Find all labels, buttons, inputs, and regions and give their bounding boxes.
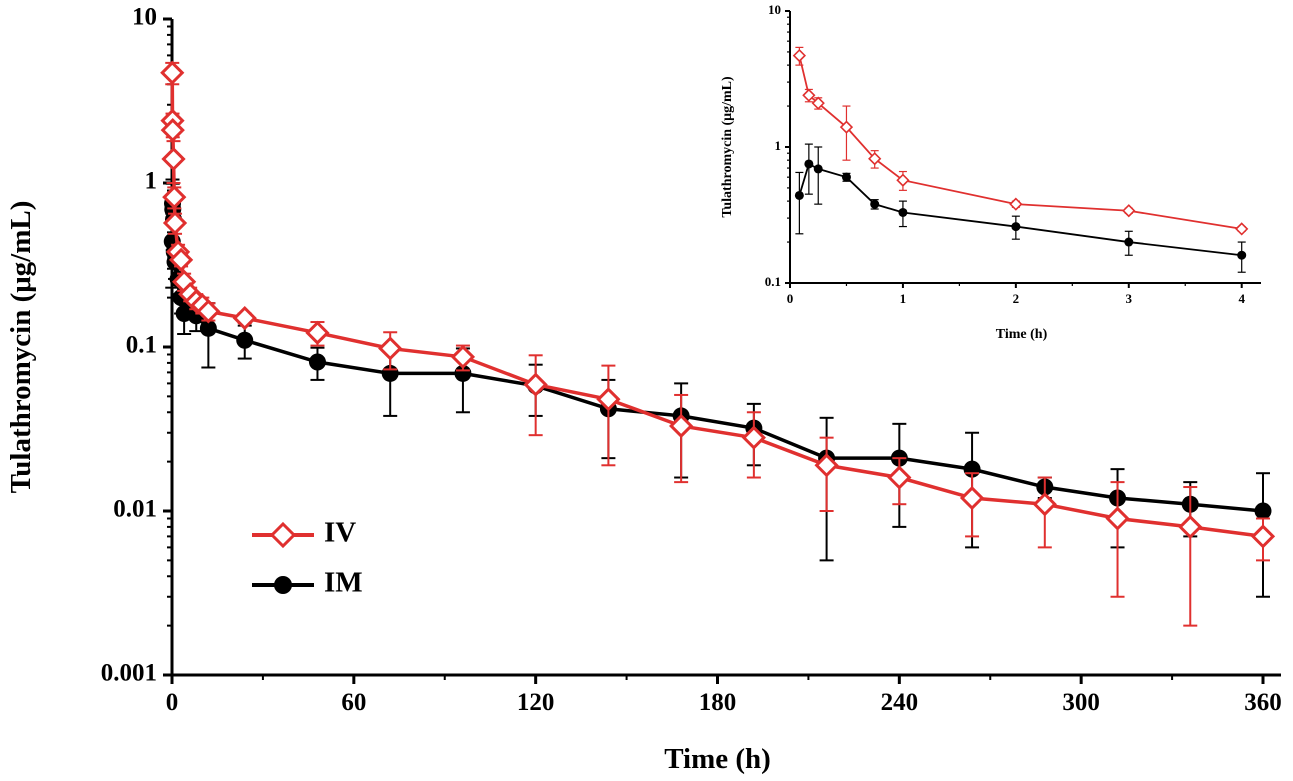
legend-label-im: IM [324,567,363,599]
data-point-im [898,207,908,217]
data-point-iv [868,152,882,166]
data-point-iv [811,96,825,110]
x-tick-label: 360 [1244,689,1282,716]
data-point-iv [196,299,221,324]
x-tick-label: 1 [900,291,907,306]
x-tick-label: 0 [787,291,794,306]
data-point-iv [162,210,188,236]
data-point-iv [523,372,548,397]
data-point-im [1254,502,1272,520]
legend-marker-im [274,576,292,594]
data-point-iv [161,146,186,172]
y-tick-label: 0.1 [126,332,157,359]
legend: IV IM [252,517,363,599]
data-point-iv [305,320,330,345]
series-im [794,143,1247,273]
series-line-im [170,203,1264,513]
y-tick-label: 1 [775,138,782,153]
x-tick-label: 180 [699,689,737,716]
x-tick-label: 4 [1238,291,1245,306]
data-point-iv [896,173,910,187]
data-point-iv [814,453,839,478]
y-tick-label: 0.001 [101,660,157,687]
series-iv [160,60,1276,627]
legend-entry-im: IM [252,567,363,599]
data-point-im [813,164,823,174]
data-point-iv [160,60,185,85]
x-tick-label: 300 [1062,689,1100,716]
data-point-im [454,364,472,382]
y-tick-label: 10 [132,4,157,31]
data-point-iv [168,247,194,272]
y-axis-title: Tulathromycin (μg/mL) [720,76,735,218]
data-point-iv [232,305,257,331]
data-point-iv [1009,197,1023,211]
data-point-iv [669,413,694,439]
x-axis-title: Time (h) [664,743,771,775]
data-point-iv [1235,222,1249,236]
x-tick-label: 0 [166,689,179,716]
series-line-im [798,162,1242,257]
series-line-iv [170,72,1264,539]
data-point-im [870,199,880,209]
data-point-im [236,331,254,349]
legend-marker-iv [269,521,297,549]
data-point-im [308,353,326,371]
data-point-iv [1105,506,1130,531]
series-iv [792,46,1249,236]
x-tick-label: 3 [1126,291,1133,306]
data-point-im [199,319,217,337]
x-tick-label: 60 [341,689,366,716]
data-point-iv [378,336,403,361]
data-point-iv [1032,492,1057,517]
data-point-iv [802,88,816,102]
x-tick-label: 2 [1013,291,1020,306]
legend-label-iv: IV [324,517,356,549]
data-point-iv [741,425,766,450]
data-point-iv [792,48,807,63]
y-axis-title: Tulathromycin (μg/mL) [5,201,37,494]
data-point-im [804,159,814,169]
data-point-iv [887,465,912,490]
data-point-iv [1178,514,1203,540]
data-point-iv [1122,204,1136,218]
x-axis-title: Time (h) [996,327,1048,342]
data-point-iv [160,118,185,143]
y-tick-label: 0.01 [113,496,157,523]
y-tick-label: 0.1 [765,274,781,289]
y-tick-label: 1 [145,168,158,195]
data-point-iv [162,185,187,210]
data-point-im [1237,250,1247,260]
data-point-iv [596,387,621,412]
y-tick-label: 10 [768,2,781,17]
data-point-im [1011,222,1021,232]
data-point-iv [450,344,476,370]
inset-plot: 0.1 1 10 0 1 2 3 4 Time (h) Tulathromycin (μg/mL) [720,2,1261,342]
data-point-im [794,190,804,200]
data-point-iv [959,485,985,511]
data-point-iv [1250,524,1276,549]
x-tick-label: 240 [881,689,919,716]
x-tick-label: 120 [517,689,555,716]
data-point-iv [839,120,854,134]
data-point-im [1124,237,1134,247]
data-point-im [841,172,851,182]
legend-entry-iv: IV [252,517,356,549]
